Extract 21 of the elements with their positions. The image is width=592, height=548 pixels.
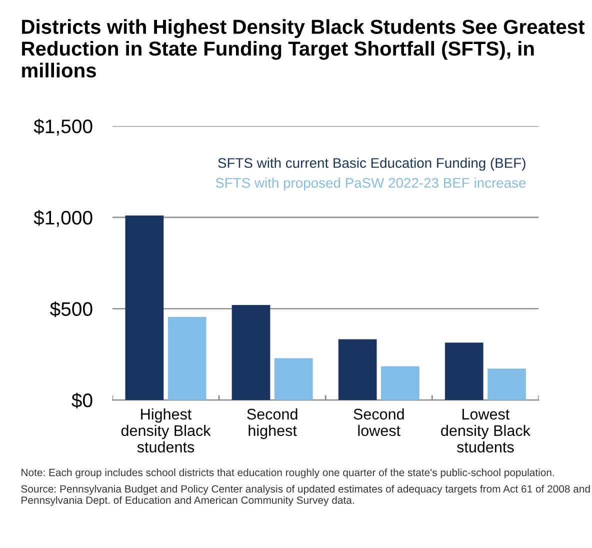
chart-title: Districts with Highest Density Black Students See Greatest Reduction in State Funding Target Shortfall (SFTS), in millions xyxy=(22,19,585,78)
bar xyxy=(488,368,526,400)
bar xyxy=(168,316,206,400)
source-note: Source: Pennsylvania Budget and Policy Center analysis of updated estimates of adequacy targets from Act 61 of 2008 and Pennsylvania Dept. of Education and American Community Survey data. xyxy=(21,484,590,506)
text: Note: Each group includes school districts that education roughly one quarter of the state's public-school population. xyxy=(22,468,554,478)
bar xyxy=(444,342,484,400)
bar xyxy=(338,339,377,400)
bar xyxy=(274,358,313,400)
y-tick-label: $500 xyxy=(50,301,92,318)
bar xyxy=(125,216,164,400)
y-tick-label: $0 xyxy=(72,392,92,408)
bar xyxy=(232,305,270,400)
bar xyxy=(381,366,420,400)
x-tick-label: Second lowest xyxy=(354,408,404,436)
x-tick-label: Highest density Black students xyxy=(121,408,211,453)
y-tick-label: $1,500 xyxy=(34,118,92,136)
x-tick-label: Second highest xyxy=(247,408,298,440)
text: SFTS with proposed PaSW 2022-23 BEF increase xyxy=(216,178,526,191)
text: SFTS with current Basic Education Funding (BEF) xyxy=(218,158,526,171)
x-tick-label: Lowest density Black students xyxy=(441,408,530,453)
y-tick-label: $1,000 xyxy=(34,210,92,227)
